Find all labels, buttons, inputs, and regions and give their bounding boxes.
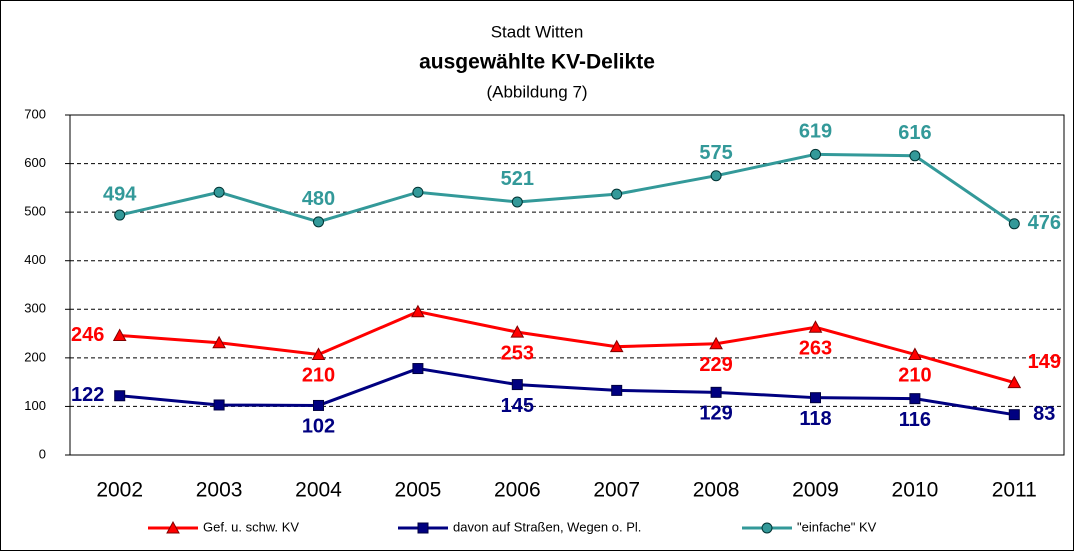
data-point xyxy=(810,392,821,404)
data-label: 575 xyxy=(699,142,732,164)
data-point xyxy=(709,336,723,350)
data-label: 122 xyxy=(71,384,104,406)
data-label: 229 xyxy=(699,354,732,376)
data-point xyxy=(511,379,523,391)
data-point xyxy=(213,399,225,411)
data-point xyxy=(112,328,127,342)
y-tick-label: 700 xyxy=(24,106,46,121)
x-tick-label: 2008 xyxy=(693,479,740,502)
data-label: 619 xyxy=(799,121,832,143)
data-point xyxy=(313,216,324,228)
legend-marker xyxy=(417,522,429,534)
data-point xyxy=(710,170,722,182)
data-label: 246 xyxy=(71,324,104,346)
data-point xyxy=(411,304,425,318)
data-point xyxy=(412,363,424,375)
data-label: 253 xyxy=(501,342,534,364)
data-label: 118 xyxy=(799,408,831,430)
x-tick-label: 2005 xyxy=(395,479,442,502)
data-label: 494 xyxy=(103,183,137,205)
x-tick-label: 2010 xyxy=(892,479,939,502)
x-tick-label: 2004 xyxy=(295,479,342,502)
series-line xyxy=(119,152,1016,226)
data-label: 102 xyxy=(302,416,335,438)
data-point xyxy=(313,399,324,411)
y-tick-label: 300 xyxy=(24,301,46,316)
y-tick-label: 100 xyxy=(24,398,46,413)
data-point xyxy=(909,150,921,162)
data-label: 616 xyxy=(898,122,931,144)
data-label: 116 xyxy=(899,409,931,431)
chart-title: Stadt Witten xyxy=(491,22,584,41)
y-tick-label: 200 xyxy=(24,349,46,364)
y-tick-label: 500 xyxy=(24,204,46,219)
chart-annotation: (Abbildung 7) xyxy=(486,82,587,101)
data-point xyxy=(114,390,126,402)
data-point xyxy=(114,209,126,221)
data-label: 480 xyxy=(302,188,335,210)
data-point xyxy=(1008,218,1020,230)
data-point xyxy=(810,148,821,160)
x-tick-label: 2009 xyxy=(792,479,839,502)
data-point xyxy=(311,347,326,360)
data-point xyxy=(710,386,722,398)
x-tick-label: 2003 xyxy=(196,479,243,502)
data-point xyxy=(213,186,225,198)
plot-area xyxy=(69,114,1065,456)
y-tick-label: 0 xyxy=(39,446,46,461)
data-point xyxy=(510,325,525,338)
data-label: 129 xyxy=(699,403,732,425)
x-tick-label: 2007 xyxy=(593,479,640,502)
legend-marker xyxy=(761,522,773,534)
data-label: 145 xyxy=(501,395,534,417)
data-point xyxy=(1007,375,1022,389)
data-label: 476 xyxy=(1028,212,1061,234)
data-point xyxy=(511,196,523,208)
x-tick-label: 2002 xyxy=(96,479,143,502)
data-point xyxy=(611,384,623,396)
data-point xyxy=(412,186,424,198)
legend-label: davon auf Straßen, Wegen o. Pl. xyxy=(453,519,641,534)
data-label: 263 xyxy=(799,338,832,360)
series-line xyxy=(119,310,1015,385)
data-point xyxy=(808,320,823,333)
data-label: 149 xyxy=(1028,351,1061,373)
data-label: 210 xyxy=(898,365,931,387)
data-point xyxy=(908,347,922,360)
data-point xyxy=(611,188,623,200)
x-tick-label: 2006 xyxy=(494,479,541,502)
data-label: 521 xyxy=(501,168,534,190)
y-tick-label: 400 xyxy=(24,252,46,267)
data-point xyxy=(609,339,624,353)
legend-marker xyxy=(166,520,180,534)
y-tick-label: 600 xyxy=(24,155,46,170)
data-point xyxy=(909,393,921,405)
data-point xyxy=(212,335,226,349)
legend-label: "einfache" KV xyxy=(797,519,877,534)
legend-label: Gef. u. schw. KV xyxy=(203,519,299,534)
chart-subtitle: ausgewählte KV-Delikte xyxy=(419,51,655,74)
data-label: 210 xyxy=(302,365,335,387)
data-label: 83 xyxy=(1033,403,1055,425)
x-tick-label: 2011 xyxy=(992,479,1037,502)
data-point xyxy=(1008,409,1020,421)
series-line xyxy=(119,366,1015,417)
